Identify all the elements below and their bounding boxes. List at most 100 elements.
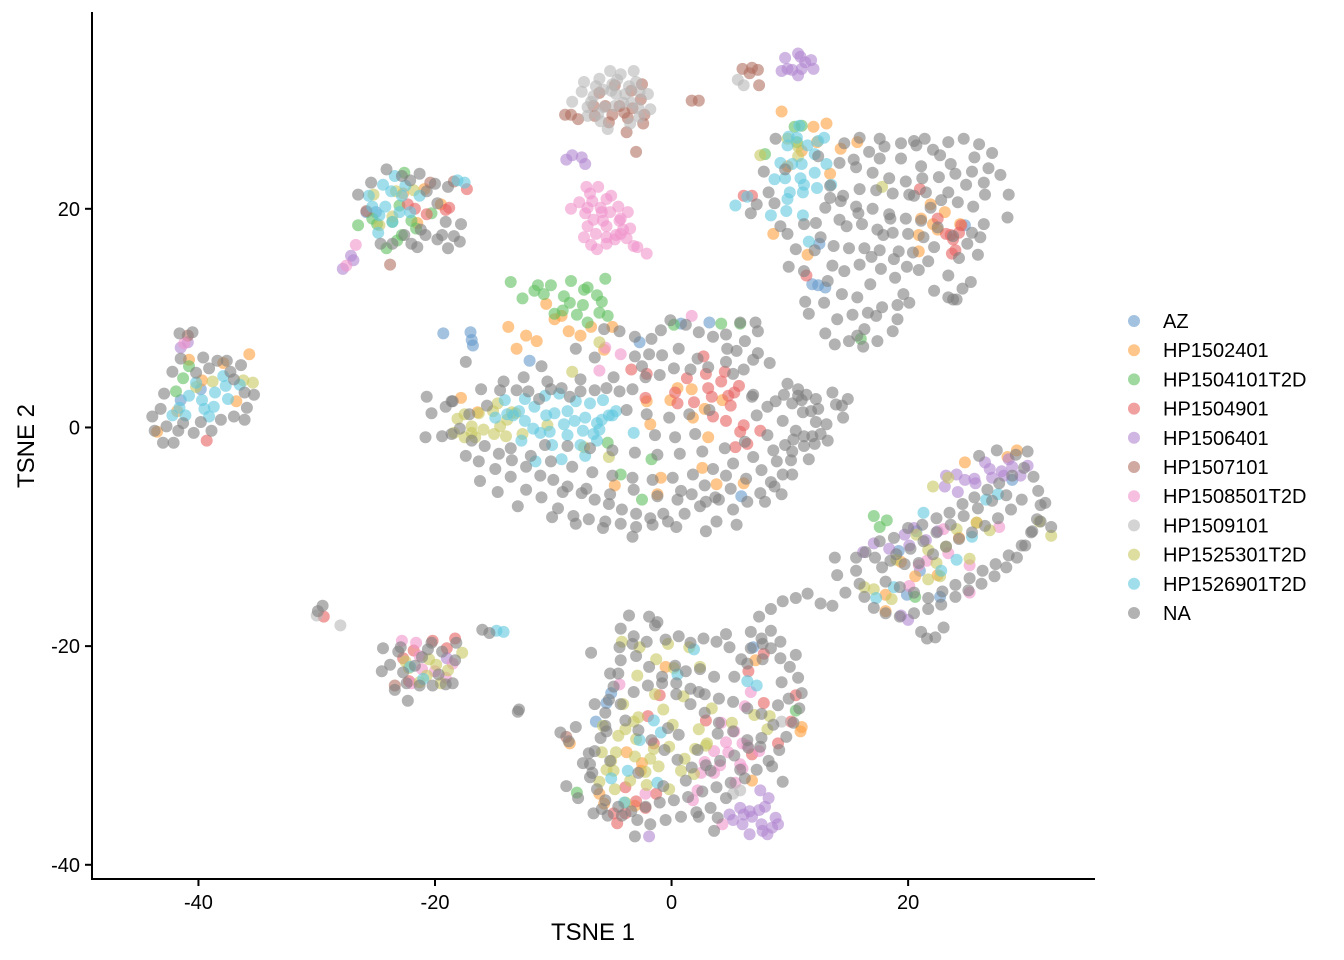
point-NA-181 — [755, 464, 768, 477]
point-NA-560 — [607, 680, 620, 693]
point-HP1526901T2D-90 — [793, 119, 806, 132]
point-NA-409 — [960, 178, 973, 191]
point-NA-235 — [786, 468, 799, 481]
point-NA-257 — [721, 342, 734, 355]
point-HP1525301T2D-70 — [624, 774, 637, 787]
point-NA-111 — [679, 318, 692, 331]
point-NA-628 — [632, 766, 645, 779]
point-HP1526901T2D-23 — [386, 215, 399, 228]
point-NA-538 — [773, 744, 786, 756]
point-NA-83 — [420, 390, 433, 403]
point-NA-521 — [659, 633, 672, 646]
point-NA-382 — [838, 265, 851, 278]
point-NA-467 — [979, 519, 991, 532]
point-NA-113 — [654, 324, 667, 337]
point-NA-345 — [851, 291, 864, 304]
point-HP1526901T2D-29 — [458, 176, 471, 189]
point-NA-70 — [416, 651, 428, 664]
point-NA-254 — [491, 486, 504, 498]
point-NA-510 — [1021, 445, 1034, 458]
point-HP1506401-35 — [1006, 460, 1019, 473]
legend-key — [1128, 461, 1140, 473]
point-NA-195 — [727, 457, 740, 470]
point-NA-621 — [782, 692, 795, 705]
point-HP1509101-28 — [566, 95, 579, 108]
point-NA-277 — [445, 428, 458, 440]
point-HP1526901T2D-60 — [561, 405, 574, 418]
point-NA-230 — [808, 437, 821, 450]
point-NA-516 — [614, 622, 627, 635]
point-NA-209 — [703, 404, 716, 416]
point-NA-513 — [973, 449, 986, 462]
point-NA-286 — [895, 137, 907, 150]
point-NA-160 — [574, 373, 587, 386]
point-NA-580 — [685, 761, 698, 774]
point-NA-311 — [947, 230, 960, 243]
point-NA-364 — [942, 269, 955, 282]
point-NA-272 — [764, 476, 777, 489]
point-NA-356 — [828, 338, 841, 351]
point-HP1526901T2D-39 — [557, 418, 570, 431]
legend-label: HP1525301T2D — [1163, 545, 1306, 567]
point-NA-437 — [1027, 470, 1040, 483]
point-HP1525301T2D-37 — [593, 336, 606, 349]
point-NA-90 — [533, 393, 546, 405]
point-NA-351 — [876, 301, 889, 314]
point-NA-229 — [798, 430, 810, 443]
point-HP1504101T2D-28 — [576, 299, 589, 311]
point-HP1502401-32 — [710, 478, 723, 491]
point-HP1526901T2D-45 — [561, 429, 574, 442]
point-NA-410 — [977, 176, 990, 189]
legend-item-AZ: AZ — [1128, 311, 1189, 333]
point-NA-420 — [853, 131, 866, 144]
point-NA-577 — [728, 749, 741, 762]
legend-key — [1128, 402, 1140, 415]
point-NA-306 — [866, 202, 879, 215]
point-NA-602 — [675, 810, 687, 823]
legend-key — [1128, 373, 1140, 386]
point-NA-146 — [798, 440, 810, 452]
point-NA-528 — [744, 642, 757, 655]
point-NA-65 — [375, 665, 388, 678]
point-NA-416 — [924, 201, 937, 214]
point-HP1504101T2D-21 — [581, 316, 594, 329]
point-NA-342 — [826, 259, 839, 272]
point-NA-429 — [930, 512, 943, 525]
point-NA-396 — [750, 198, 763, 211]
point-NA-215 — [776, 414, 789, 427]
point-HP1525301T2D-71 — [640, 779, 653, 791]
point-NA-514 — [1039, 496, 1052, 509]
point-NA-255 — [474, 475, 486, 487]
point-NA-482 — [893, 581, 906, 594]
point-NA-583 — [645, 734, 658, 747]
point-HP1502401-4 — [243, 348, 256, 361]
point-NA-604 — [644, 818, 657, 831]
point-NA-182 — [770, 455, 783, 468]
point-HP1509101-24 — [624, 117, 637, 130]
point-NA-292 — [986, 147, 999, 159]
point-NA-403 — [852, 207, 865, 220]
point-HP1525301T2D-14 — [442, 664, 454, 677]
point-NA-435 — [1006, 469, 1019, 482]
point-HP1509101-25 — [641, 88, 654, 100]
point-HP1509101-20 — [619, 88, 632, 100]
point-HP1504101T2D-34 — [528, 284, 541, 297]
point-HP1504101T2D-2 — [170, 385, 182, 398]
point-NA-200 — [584, 442, 596, 455]
point-NA-360 — [886, 325, 899, 338]
point-NA-570 — [712, 692, 725, 705]
point-HP1509101-35 — [334, 619, 347, 632]
y-tick-label: 20 — [58, 199, 80, 221]
point-NA-459 — [869, 551, 881, 564]
point-NA-5 — [194, 416, 207, 428]
point-HP1526901T2D-64 — [610, 405, 622, 418]
point-HP1526901T2D-51 — [584, 397, 596, 410]
point-NA-19 — [166, 365, 179, 378]
point-HP1526901T2D-71 — [501, 408, 514, 421]
point-HP1502401-58 — [767, 227, 780, 240]
point-HP1506401-8 — [579, 158, 592, 170]
point-HP1508501T2D-21 — [565, 202, 577, 215]
point-NA-93 — [563, 390, 576, 403]
point-HP1506401-61 — [736, 818, 749, 831]
point-HP1508501T2D-38 — [595, 206, 608, 219]
